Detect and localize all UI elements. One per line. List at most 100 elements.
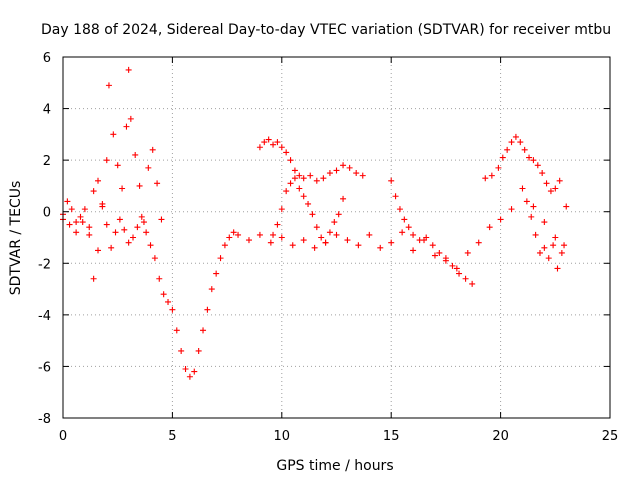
data-point (530, 203, 537, 210)
data-points (60, 66, 570, 380)
data-point (353, 170, 360, 177)
data-point (388, 177, 395, 184)
data-point (95, 177, 102, 184)
data-point (388, 239, 395, 246)
data-point (105, 82, 112, 89)
data-point (528, 213, 535, 220)
data-point (399, 229, 406, 236)
series-track-g (523, 198, 570, 272)
data-point (431, 252, 438, 259)
data-point (116, 216, 123, 223)
data-point (134, 224, 141, 231)
data-point (495, 164, 502, 171)
data-point (521, 146, 528, 153)
data-point (235, 231, 242, 238)
data-point (191, 368, 198, 375)
data-point (410, 247, 417, 254)
data-point (331, 219, 338, 226)
data-point (110, 131, 117, 138)
data-point (68, 206, 75, 213)
data-point (322, 239, 329, 246)
data-point (469, 280, 476, 287)
data-point (326, 170, 333, 177)
data-point (462, 275, 469, 282)
data-point (178, 347, 185, 354)
data-point (143, 229, 150, 236)
data-point (221, 242, 228, 249)
data-point (230, 229, 237, 236)
data-point (270, 231, 277, 238)
y-tick-label: -6 (38, 360, 51, 375)
data-point (558, 249, 565, 256)
data-point (95, 247, 102, 254)
data-point (554, 265, 561, 272)
data-point (539, 170, 546, 177)
series-track-f (482, 133, 563, 195)
data-point (333, 167, 340, 174)
data-point (442, 255, 449, 262)
data-point (73, 229, 80, 236)
data-point (130, 234, 137, 241)
data-point (318, 234, 325, 241)
data-point (519, 185, 526, 192)
data-point (355, 242, 362, 249)
x-tick-label: 20 (492, 429, 509, 444)
data-point (77, 213, 84, 220)
data-point (125, 66, 132, 73)
data-point (333, 231, 340, 238)
data-point (366, 231, 373, 238)
data-point (326, 229, 333, 236)
data-point (335, 211, 342, 218)
data-point (296, 185, 303, 192)
y-tick-label: 4 (43, 103, 51, 118)
data-point (66, 221, 73, 228)
data-point (125, 239, 132, 246)
data-point (545, 255, 552, 262)
data-point (508, 139, 515, 146)
data-point (140, 219, 147, 226)
data-point (482, 175, 489, 182)
data-point (534, 162, 541, 169)
data-point (283, 188, 290, 195)
data-point (453, 265, 460, 272)
data-point (186, 373, 193, 380)
series-track-c (256, 136, 366, 184)
data-point (561, 242, 568, 249)
data-point (532, 231, 539, 238)
data-point (287, 157, 294, 164)
y-tick-label: 2 (43, 154, 51, 169)
data-point (208, 286, 215, 293)
data-point (504, 146, 511, 153)
data-point (108, 244, 115, 251)
data-point (136, 182, 143, 189)
data-point (154, 180, 161, 187)
y-tick-label: -4 (38, 309, 51, 324)
data-point (547, 188, 554, 195)
x-tick-label: 25 (602, 429, 619, 444)
data-point (90, 188, 97, 195)
data-point (195, 347, 202, 354)
grid (63, 57, 610, 418)
data-point (346, 164, 353, 171)
data-point (270, 141, 277, 148)
data-point (165, 298, 172, 305)
data-point (287, 180, 294, 187)
data-point (169, 306, 176, 313)
data-point (497, 216, 504, 223)
data-point (541, 244, 548, 251)
data-point (274, 139, 281, 146)
data-point (123, 123, 130, 130)
data-point (340, 195, 347, 202)
data-point (499, 154, 506, 161)
data-point (359, 172, 366, 179)
data-point (90, 275, 97, 282)
series-track-a (60, 177, 568, 380)
data-point (256, 144, 263, 151)
data-point (541, 219, 548, 226)
data-point (377, 244, 384, 251)
data-point (278, 206, 285, 213)
data-point (200, 327, 207, 334)
data-point (86, 224, 93, 231)
y-axis-label: SDTVAR / TECUs (8, 181, 24, 296)
data-point (278, 234, 285, 241)
